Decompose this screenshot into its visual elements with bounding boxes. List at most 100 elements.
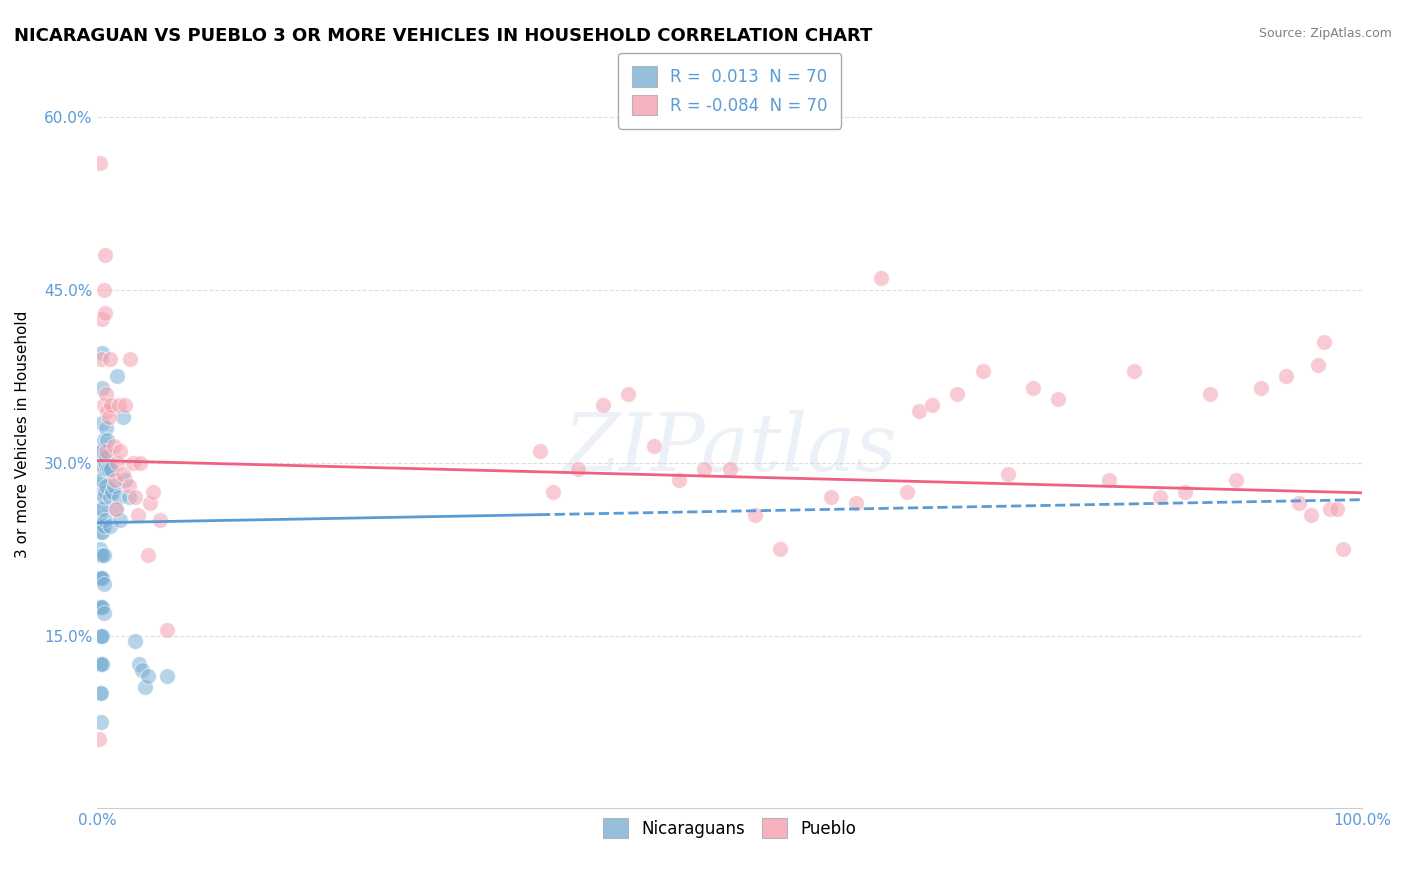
Point [93,433,115,447]
Point [134,681,156,695]
Point [93,461,115,475]
Point [1225,473,1247,487]
Point [103,438,125,452]
Point [101,484,124,499]
Point [845,496,868,510]
Point [90,502,112,516]
Point [91,444,114,458]
Point [107,398,129,412]
Point [541,484,564,499]
Point [89,542,111,557]
Point [136,669,159,683]
Point [96,461,118,475]
Point [1250,381,1272,395]
Point [94,421,117,435]
Point [94,248,117,262]
Point [97,409,120,424]
Point [91,346,114,360]
Point [94,479,117,493]
Point [108,513,131,527]
Point [1199,386,1222,401]
Point [718,461,741,475]
Point [89,629,111,643]
Point [90,714,112,729]
Point [567,461,589,475]
Point [921,398,943,412]
Point [1326,502,1348,516]
Point [1301,508,1323,522]
Point [91,571,114,585]
Text: NICARAGUAN VS PUEBLO 3 OR MORE VEHICLES IN HOUSEHOLD CORRELATION CHART: NICARAGUAN VS PUEBLO 3 OR MORE VEHICLES … [14,27,873,45]
Point [1047,392,1070,407]
Point [104,473,127,487]
Point [693,461,716,475]
Point [90,548,112,562]
Point [156,669,179,683]
Point [997,467,1019,482]
Point [1174,484,1197,499]
Y-axis label: 3 or more Vehicles in Household: 3 or more Vehicles in Household [15,310,30,558]
Point [98,491,121,505]
Point [90,352,112,367]
Point [96,433,118,447]
Point [908,404,931,418]
Point [1306,358,1329,372]
Point [87,571,110,585]
Point [89,484,111,499]
Point [1098,473,1121,487]
Point [972,364,994,378]
Text: Source: ZipAtlas.com: Source: ZipAtlas.com [1258,27,1392,40]
Point [1288,496,1310,510]
Point [87,548,110,562]
Point [94,456,117,470]
Point [529,444,551,458]
Point [94,306,117,320]
Legend: Nicaraguans, Pueblo: Nicaraguans, Pueblo [596,812,863,845]
Point [93,548,115,562]
Point [103,479,125,493]
Point [91,599,114,614]
Point [149,513,172,527]
Point [100,461,122,475]
Point [820,491,842,505]
Point [89,686,111,700]
Point [139,496,162,510]
Point [1275,369,1298,384]
Point [129,456,152,470]
Point [1149,491,1171,505]
Point [769,542,792,557]
Point [136,548,159,562]
Point [1123,364,1146,378]
Point [91,524,114,539]
Point [107,491,129,505]
Point [118,479,141,493]
Point [127,508,149,522]
Point [946,386,969,401]
Point [90,571,112,585]
Point [124,634,146,648]
Point [107,456,129,470]
Point [93,576,115,591]
Point [94,444,117,458]
Point [89,156,111,170]
Point [744,508,766,522]
Point [93,491,115,505]
Point [105,502,128,516]
Point [91,416,114,430]
Point [90,473,112,487]
Point [90,686,112,700]
Point [91,548,114,562]
Point [1331,542,1354,557]
Point [114,398,136,412]
Point [93,283,115,297]
Point [93,398,115,412]
Point [89,513,111,527]
Point [91,502,114,516]
Point [107,369,129,384]
Point [1022,381,1045,395]
Point [97,461,120,475]
Point [142,484,165,499]
Point [98,352,121,367]
Point [89,599,111,614]
Point [94,513,117,527]
